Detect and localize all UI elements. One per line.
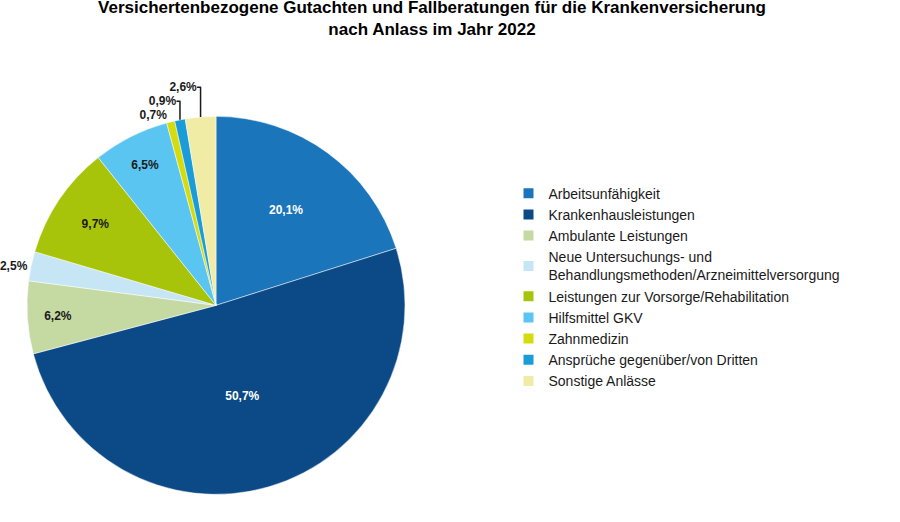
svg-text:Versichertenbezogene Gutachten: Versichertenbezogene Gutachten und Fallb… — [98, 0, 766, 39]
svg-text:6,2%: 6,2% — [44, 309, 72, 323]
svg-text:2,5%: 2,5% — [0, 259, 28, 273]
svg-text:0,7%: 0,7% — [139, 108, 167, 122]
svg-text:6,5%: 6,5% — [131, 158, 159, 172]
svg-text:Arbeitsunfähigkeit: Arbeitsunfähigkeit — [549, 186, 660, 202]
svg-text:Neue Untersuchungs- und Behand: Neue Untersuchungs- und Behandlungsmetho… — [549, 249, 840, 283]
svg-text:Leistungen zur Vorsorge/Rehabi: Leistungen zur Vorsorge/Rehabilitation — [549, 289, 790, 305]
svg-text:0,9%: 0,9% — [149, 94, 177, 108]
svg-text:9,7%: 9,7% — [82, 217, 110, 231]
svg-text:Krankenhausleistungen: Krankenhausleistungen — [549, 207, 695, 223]
svg-text:Hilfsmittel GKV: Hilfsmittel GKV — [549, 310, 644, 326]
svg-text:Ansprüche gegenüber/von Dritte: Ansprüche gegenüber/von Dritten — [549, 352, 758, 368]
svg-text:Ambulante Leistungen: Ambulante Leistungen — [549, 228, 688, 244]
svg-text:20,1%: 20,1% — [269, 203, 303, 217]
svg-text:Zahnmedizin: Zahnmedizin — [549, 331, 629, 347]
svg-text:Sonstige Anlässe: Sonstige Anlässe — [549, 373, 657, 389]
svg-text:50,7%: 50,7% — [225, 389, 259, 403]
svg-text:2,6%: 2,6% — [169, 80, 197, 94]
